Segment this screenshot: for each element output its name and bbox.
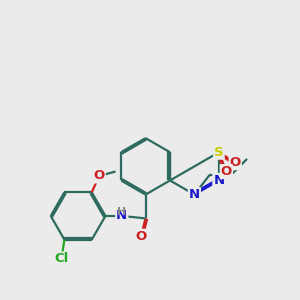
- Text: N: N: [116, 209, 127, 223]
- Text: O: O: [94, 169, 105, 182]
- Text: S: S: [214, 146, 224, 159]
- Text: N: N: [189, 188, 200, 201]
- Text: O: O: [230, 156, 241, 169]
- Text: H: H: [117, 209, 127, 223]
- Text: N: N: [213, 174, 224, 187]
- Text: O: O: [136, 230, 147, 243]
- Text: H: H: [117, 207, 126, 217]
- Text: O: O: [221, 165, 232, 178]
- Text: Cl: Cl: [54, 253, 69, 266]
